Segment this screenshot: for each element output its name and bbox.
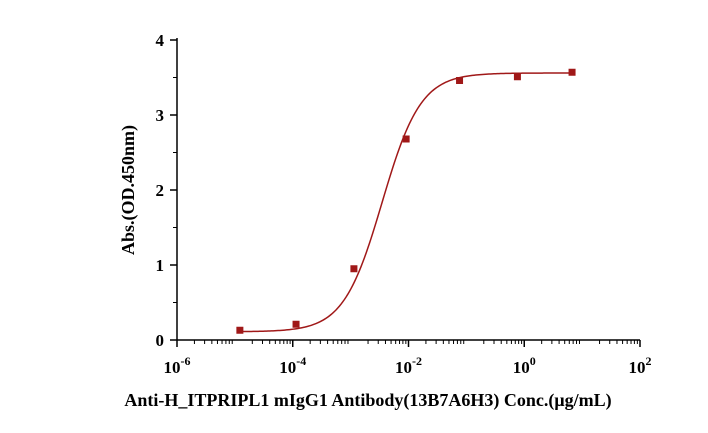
x-tick-label: 10-4 <box>279 354 306 377</box>
data-point <box>456 77 464 84</box>
y-tick-label: 3 <box>156 106 165 125</box>
data-point <box>236 326 244 334</box>
x-axis-title: Anti-H_ITPRIPL1 mIgG1 Antibody(13B7A6H3)… <box>124 390 611 411</box>
x-tick-label: 100 <box>513 354 536 377</box>
fit-curve <box>239 72 573 333</box>
x-tick-label: 10-2 <box>395 354 422 377</box>
y-tick-label: 1 <box>156 256 165 275</box>
y-axis-title: Abs.(OD.450nm) <box>118 125 139 255</box>
axis-labels: 0 1 2 3 4 10-6 10-4 10-2 100 102 Anti-H_ITPRIPL1 m… <box>118 31 652 411</box>
y-tick-label: 0 <box>156 331 165 350</box>
data-point <box>568 68 576 76</box>
data-point <box>292 320 300 328</box>
x-tick-label: 10-6 <box>164 354 191 377</box>
data-points <box>236 68 576 334</box>
y-tick-label: 4 <box>156 31 165 50</box>
x-tick-label: 102 <box>629 354 652 377</box>
data-point <box>513 73 521 81</box>
axes <box>170 38 641 347</box>
data-point <box>402 135 410 143</box>
y-tick-label: 2 <box>156 181 165 200</box>
data-point <box>350 265 358 273</box>
